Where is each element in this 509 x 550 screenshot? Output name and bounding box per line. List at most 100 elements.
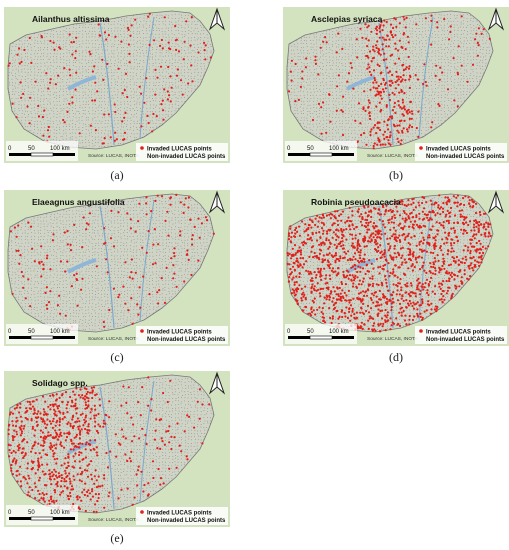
non-invaded-point (27, 65, 29, 67)
invaded-point (301, 77, 304, 80)
non-invaded-point (91, 36, 93, 38)
non-invaded-point (158, 33, 160, 35)
non-invaded-point (79, 206, 81, 208)
non-invaded-point (476, 46, 478, 48)
non-invaded-point (146, 201, 148, 203)
non-invaded-point (201, 26, 203, 28)
non-invaded-point (342, 77, 344, 79)
non-invaded-point (332, 132, 334, 134)
non-invaded-point (178, 95, 180, 97)
non-invaded-point (341, 59, 343, 61)
non-invaded-point (450, 62, 452, 64)
non-invaded-point (55, 46, 57, 48)
invaded-point (406, 128, 409, 131)
non-invaded-point (151, 47, 153, 48)
non-invaded-point (86, 116, 87, 118)
non-invaded-point (371, 72, 373, 74)
non-invaded-point (446, 14, 448, 16)
non-invaded-point (101, 120, 103, 122)
non-invaded-point (126, 204, 128, 206)
non-invaded-point (448, 26, 449, 28)
non-invaded-point (350, 133, 352, 135)
non-invaded-point (386, 139, 388, 140)
non-invaded-point (110, 71, 112, 73)
non-invaded-point (398, 140, 400, 142)
non-invaded-point (319, 88, 321, 90)
non-invaded-point (82, 33, 84, 35)
non-invaded-point (17, 69, 19, 71)
non-invaded-point (345, 82, 347, 84)
non-invaded-point (134, 136, 135, 138)
non-invaded-point (384, 94, 386, 96)
non-invaded-point (174, 34, 176, 36)
invaded-point (127, 28, 130, 31)
invaded-point (400, 90, 403, 93)
non-invaded-point (294, 85, 296, 87)
non-invaded-point (342, 106, 344, 108)
non-invaded-point (88, 103, 90, 105)
non-invaded-point (427, 39, 429, 41)
scale-label-mid: 50 (307, 146, 314, 152)
non-invaded-point (126, 123, 128, 125)
non-invaded-point (190, 52, 192, 54)
non-invaded-point (44, 30, 45, 32)
non-invaded-point (180, 40, 182, 42)
non-invaded-point (101, 23, 102, 25)
non-invaded-point (456, 50, 458, 52)
non-invaded-point (341, 90, 343, 92)
non-invaded-point (126, 31, 128, 32)
invaded-point (401, 46, 404, 50)
non-invaded-point (349, 126, 351, 128)
non-invaded-point (357, 43, 359, 45)
non-invaded-point (380, 119, 382, 121)
non-invaded-point (320, 61, 322, 63)
non-invaded-point (413, 75, 414, 77)
non-invaded-point (316, 103, 317, 105)
non-invaded-point (290, 104, 291, 106)
non-invaded-point (364, 119, 366, 121)
invaded-point (317, 102, 321, 105)
non-invaded-point (377, 100, 379, 102)
non-invaded-point (92, 113, 94, 115)
map-panel-c: Elaeagnus angustifolia 0 50 100 km Sourc… (4, 190, 230, 346)
non-invaded-point (8, 59, 10, 61)
invaded-point (378, 30, 382, 33)
non-invaded-point (297, 56, 299, 58)
non-invaded-point (72, 36, 73, 38)
non-invaded-point (145, 113, 147, 115)
non-invaded-point (425, 21, 427, 23)
non-invaded-point (18, 101, 20, 103)
non-invaded-point (364, 33, 366, 35)
non-invaded-point (158, 63, 160, 64)
non-invaded-point (161, 123, 163, 125)
non-invaded-point (309, 132, 311, 134)
non-invaded-point (50, 107, 52, 109)
non-invaded-point (89, 90, 91, 92)
non-invaded-point (379, 39, 381, 41)
non-invaded-point (34, 71, 36, 73)
non-invaded-point (406, 24, 407, 26)
non-invaded-point (302, 110, 304, 111)
non-invaded-point (303, 75, 305, 77)
non-invaded-point (338, 103, 340, 105)
non-invaded-point (57, 36, 59, 38)
non-invaded-point (12, 88, 14, 90)
non-invaded-point (126, 53, 128, 55)
non-invaded-point (322, 59, 324, 61)
non-invaded-point (78, 36, 80, 38)
invaded-point (391, 73, 394, 77)
non-invaded-point (409, 39, 411, 41)
non-invaded-point (161, 117, 163, 119)
invaded-point (163, 88, 166, 91)
non-invaded-point (43, 71, 45, 73)
non-invaded-point (34, 84, 36, 86)
non-invaded-point (188, 79, 190, 81)
non-invaded-point (11, 98, 13, 99)
invaded-point (297, 98, 300, 101)
non-invaded-point (437, 113, 439, 115)
invaded-point (324, 36, 327, 39)
non-invaded-point (63, 46, 64, 48)
non-invaded-point (151, 94, 153, 96)
non-invaded-point (400, 123, 401, 124)
non-invaded-point (416, 87, 417, 89)
